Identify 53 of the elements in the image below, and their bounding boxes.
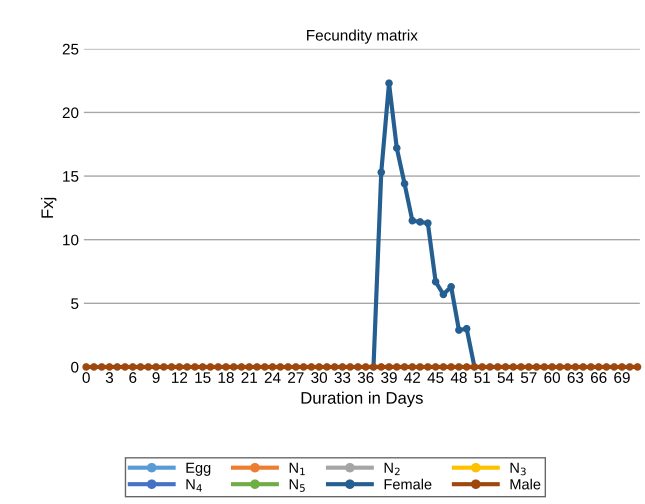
legend-label: Female bbox=[384, 478, 432, 490]
point bbox=[400, 180, 408, 188]
point bbox=[447, 282, 455, 291]
point bbox=[440, 290, 448, 298]
x-tick-label: 39 bbox=[381, 372, 397, 383]
point bbox=[455, 326, 463, 334]
x-tick-label: 18 bbox=[218, 372, 234, 383]
x-tick-label: 15 bbox=[195, 372, 211, 383]
x-tick-label: 63 bbox=[568, 372, 584, 383]
y-tick-label: 20 bbox=[62, 107, 78, 118]
x-tick-label: 24 bbox=[264, 372, 281, 383]
legend-label: N$_{2}$ bbox=[384, 462, 400, 476]
x-tick-label: 69 bbox=[614, 372, 630, 383]
chart-title: Fecundity matrix bbox=[307, 29, 418, 44]
x-tick-label: 3 bbox=[106, 372, 114, 383]
x-tick-label: 45 bbox=[427, 372, 444, 383]
point bbox=[432, 278, 440, 286]
legend-label: N$_{1}$ bbox=[290, 462, 305, 476]
x-tick-label: 57 bbox=[520, 372, 537, 383]
y-tick-label: 5 bbox=[71, 298, 78, 309]
x-tick-label: 21 bbox=[242, 372, 257, 383]
x-tick-label: 54 bbox=[498, 372, 514, 383]
x-tick-label: 6 bbox=[129, 372, 136, 383]
point bbox=[408, 216, 416, 224]
x-tick-label: 36 bbox=[358, 372, 374, 383]
x-tick-label: 42 bbox=[404, 372, 420, 383]
legend-label: N$_{3}$ bbox=[510, 462, 526, 476]
point bbox=[392, 144, 401, 152]
legend-label: N$_{4}$ bbox=[186, 479, 202, 492]
x-tick-label: 51 bbox=[474, 372, 490, 383]
y-axis-title: Fxj bbox=[40, 198, 56, 218]
x-tick-label: 9 bbox=[152, 372, 160, 383]
point bbox=[416, 218, 424, 226]
x-tick-label: 60 bbox=[544, 372, 560, 383]
x-tick-label: 66 bbox=[590, 372, 607, 383]
point bbox=[462, 324, 470, 333]
y-tick-label: 10 bbox=[63, 234, 78, 246]
y-tick-label: 25 bbox=[62, 44, 78, 55]
legend-label: N$_{5}$ bbox=[290, 479, 305, 492]
point bbox=[424, 219, 432, 227]
x-tick-label: 48 bbox=[450, 372, 467, 383]
legend-label: Egg bbox=[186, 462, 210, 476]
y-tick-label: 0 bbox=[71, 362, 78, 373]
point bbox=[377, 168, 386, 176]
x-tick-label: 12 bbox=[172, 372, 188, 383]
x-axis-title: Duration in Days bbox=[302, 392, 423, 408]
x-tick-label: 0 bbox=[82, 372, 90, 383]
legend-label: Male bbox=[510, 478, 540, 490]
x-tick-label: 27 bbox=[288, 372, 304, 383]
y-tick-label: 15 bbox=[63, 171, 78, 182]
x-tick-label: 30 bbox=[311, 372, 328, 383]
x-tick-label: 33 bbox=[334, 372, 350, 383]
point bbox=[385, 79, 393, 88]
